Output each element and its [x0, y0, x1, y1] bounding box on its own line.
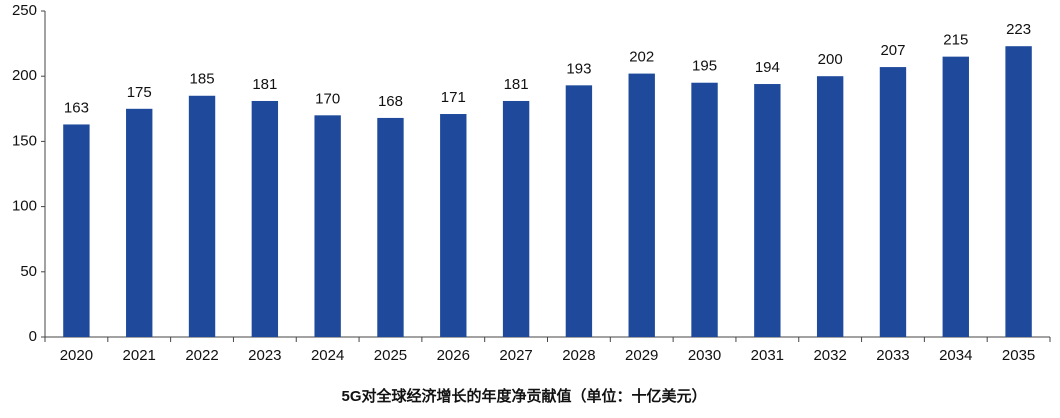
bar: [942, 56, 969, 337]
bar: [63, 124, 90, 337]
x-tick-label: 2027: [499, 347, 532, 364]
data-label: 202: [629, 49, 654, 66]
y-tick-label: 150: [12, 132, 37, 149]
y-tick-label: 0: [29, 328, 37, 345]
x-tick-label: 2021: [123, 347, 156, 364]
data-label: 215: [943, 32, 968, 49]
data-label: 163: [64, 99, 89, 116]
bar: [816, 76, 844, 337]
x-tick-label: 2032: [813, 347, 846, 364]
bar: [314, 115, 341, 337]
x-tick-label: 2034: [939, 347, 972, 364]
x-tick-label: 2029: [625, 347, 658, 364]
y-tick-label: 200: [12, 67, 37, 84]
y-tick-label: 100: [12, 198, 37, 215]
bar: [1005, 46, 1032, 337]
x-tick-label: 2025: [374, 347, 407, 364]
bar: [565, 85, 593, 337]
x-tick-label: 2031: [751, 347, 784, 364]
data-label: 195: [692, 58, 717, 75]
data-label: 200: [818, 51, 843, 68]
y-tick-label: 250: [12, 2, 37, 19]
y-tick-label: 50: [20, 263, 37, 280]
bar: [628, 73, 655, 337]
bar: [377, 117, 404, 337]
x-tick-label: 2033: [876, 347, 909, 364]
x-tick-label: 2030: [688, 347, 721, 364]
data-label: 223: [1006, 21, 1031, 38]
bar: [691, 82, 718, 337]
bar: [502, 100, 530, 337]
bar: [754, 84, 781, 337]
data-label: 193: [566, 60, 591, 77]
data-label: 185: [190, 71, 215, 88]
data-label: 175: [127, 84, 152, 101]
bar: [251, 100, 279, 337]
chart-title: 5G对全球经济增长的年度净贡献值（单位：十亿美元）: [341, 387, 706, 405]
x-tick-label: 2035: [1002, 347, 1035, 364]
x-tick-label: 2024: [311, 347, 344, 364]
x-tick-label: 2022: [185, 347, 218, 364]
bar: [188, 95, 216, 337]
data-label: 168: [378, 93, 403, 110]
x-tick-label: 2020: [60, 347, 93, 364]
bar: [879, 67, 907, 338]
data-label: 170: [315, 90, 340, 107]
bar: [126, 108, 153, 337]
data-label: 194: [755, 59, 780, 76]
data-label: 181: [504, 76, 529, 93]
x-tick-label: 2028: [562, 347, 595, 364]
data-label: 171: [441, 89, 466, 106]
data-label: 181: [252, 76, 277, 93]
x-tick-label: 2026: [437, 347, 470, 364]
data-label: 207: [880, 42, 905, 59]
x-tick-label: 2023: [248, 347, 281, 364]
bar: [440, 114, 467, 338]
